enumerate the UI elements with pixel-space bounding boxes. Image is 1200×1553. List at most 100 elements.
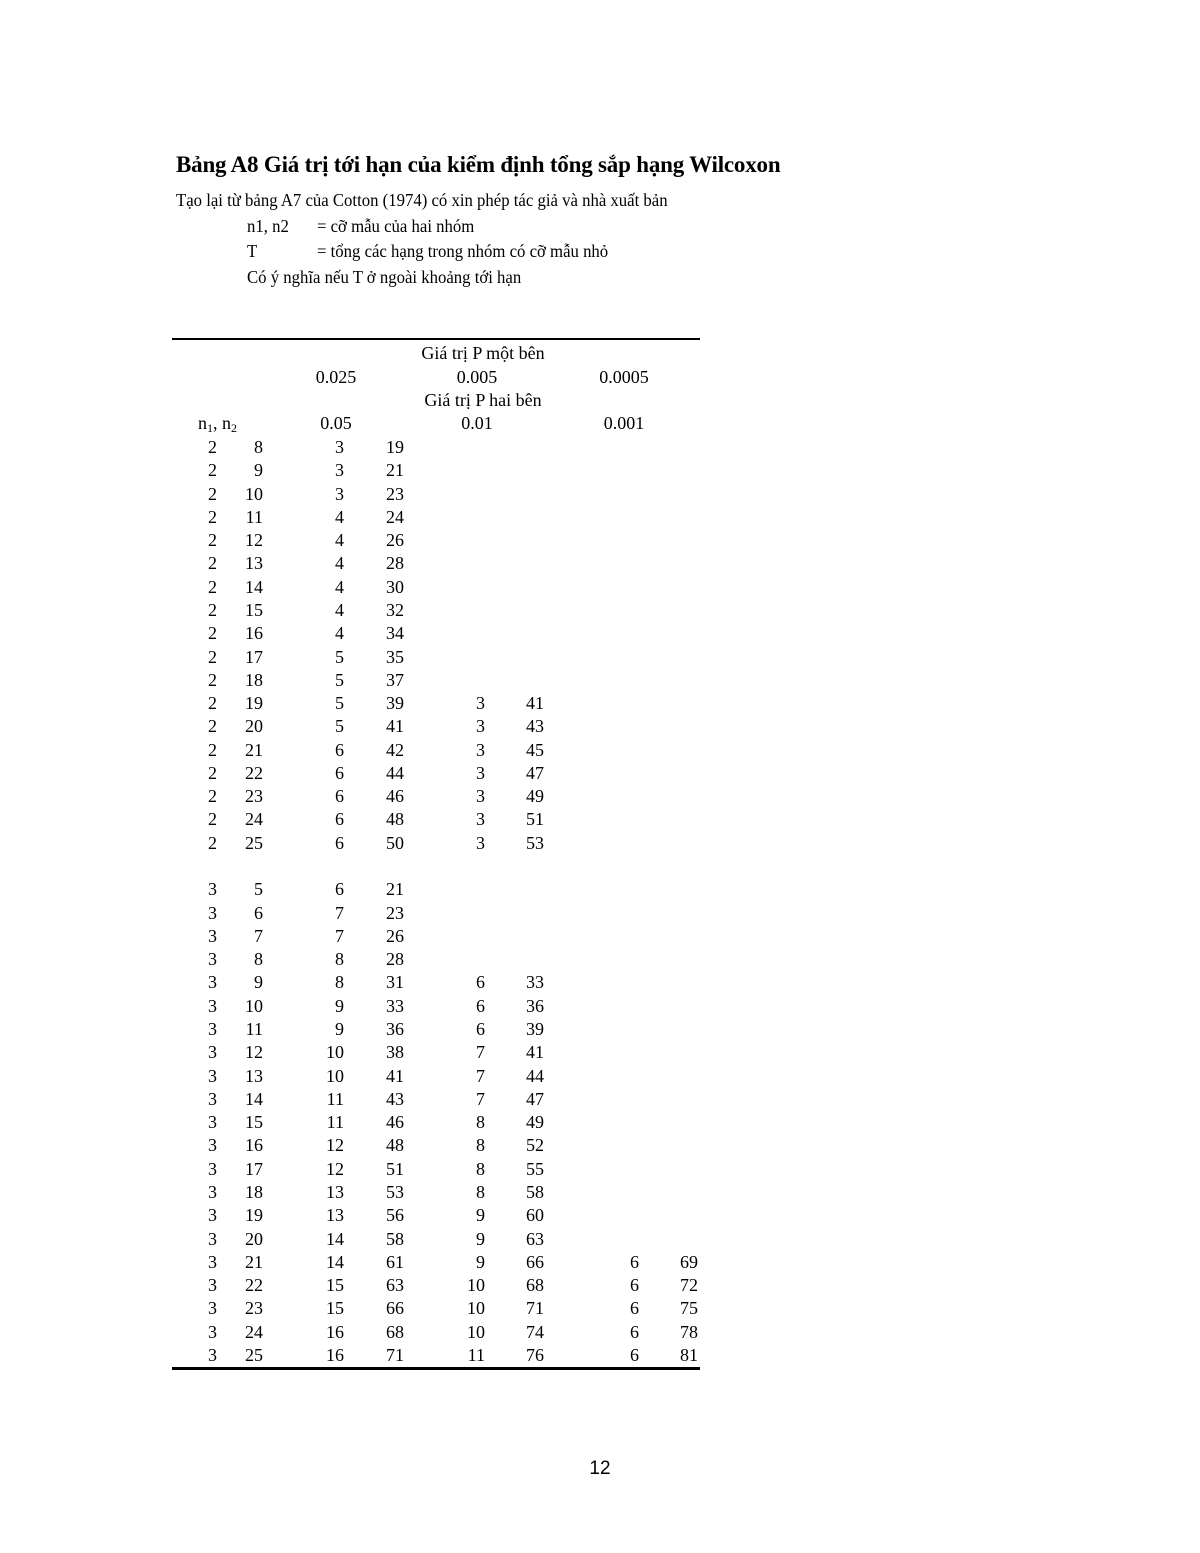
cell-upper-005: 63	[386, 1275, 404, 1296]
cell-n1: 3	[208, 1321, 217, 1342]
cell-n1: 2	[208, 669, 217, 690]
two-sided-p: 0.01	[461, 413, 493, 433]
cell-lower-001: 6	[476, 995, 485, 1016]
cell-n2: 16	[245, 623, 263, 644]
cell-lower-001: 10	[467, 1321, 485, 1342]
cell-n1: 3	[208, 1065, 217, 1086]
cell-upper-001: 49	[526, 1112, 544, 1133]
n-header-sub: 1	[207, 421, 213, 435]
cell-lower-005: 6	[335, 762, 344, 783]
cell-lower-005: 6	[335, 739, 344, 760]
cell-upper-005: 56	[386, 1205, 404, 1226]
cell-n1: 3	[208, 1019, 217, 1039]
cell-upper-0001: 81	[680, 1344, 698, 1365]
cell-upper-005: 42	[386, 739, 404, 760]
cell-n1: 2	[208, 506, 217, 527]
cell-lower-005: 10	[326, 1065, 344, 1086]
cell-upper-005: 36	[386, 1019, 404, 1039]
cell-lower-001: 9	[476, 1251, 485, 1272]
cell-lower-005: 15	[326, 1298, 344, 1319]
n-label: n1, n2	[247, 216, 289, 236]
cell-lower-001: 3	[476, 786, 485, 807]
cell-lower-005: 16	[326, 1344, 344, 1365]
cell-upper-005: 23	[386, 483, 404, 504]
page-number: 12	[589, 1458, 611, 1479]
cell-n1: 2	[208, 437, 217, 457]
cell-upper-001: 53	[526, 832, 544, 853]
cell-lower-0001: 6	[630, 1344, 639, 1365]
cell-n2: 20	[245, 1228, 263, 1249]
cell-n2: 21	[245, 739, 263, 760]
cell-n1: 3	[208, 1228, 217, 1249]
cell-n2: 19	[245, 693, 263, 714]
cell-n2: 18	[245, 669, 263, 690]
cell-n1: 2	[208, 553, 217, 574]
cell-upper-0001: 75	[680, 1298, 698, 1319]
one-sided-p: 0.0005	[599, 367, 649, 387]
cell-upper-005: 71	[386, 1344, 404, 1365]
cell-lower-001: 3	[476, 832, 485, 853]
cell-lower-001: 3	[476, 693, 485, 714]
cell-upper-001: 52	[526, 1135, 544, 1156]
cell-upper-001: 66	[526, 1251, 544, 1272]
cell-n2: 14	[245, 576, 263, 597]
cell-upper-001: 47	[526, 1088, 544, 1109]
cell-lower-005: 4	[335, 599, 344, 620]
cell-upper-0001: 69	[680, 1251, 698, 1272]
cell-upper-005: 61	[386, 1251, 404, 1272]
cell-upper-005: 41	[386, 716, 404, 737]
cell-lower-001: 10	[467, 1275, 485, 1296]
cell-lower-005: 13	[326, 1205, 344, 1226]
cell-n2: 15	[245, 599, 263, 620]
cell-n2: 7	[254, 925, 263, 946]
cell-upper-005: 48	[386, 1135, 404, 1156]
cell-n2: 24	[245, 1321, 263, 1342]
cell-lower-005: 14	[326, 1251, 344, 1272]
cell-n1: 2	[208, 809, 217, 830]
cell-n1: 2	[208, 576, 217, 597]
cell-n2: 8	[254, 437, 263, 457]
cell-upper-0001: 78	[680, 1321, 698, 1342]
cell-lower-001: 6	[476, 972, 485, 993]
cell-lower-005: 8	[335, 949, 344, 970]
cell-n2: 25	[245, 1344, 263, 1365]
cell-lower-001: 3	[476, 739, 485, 760]
table-bottom-rule	[172, 1367, 700, 1370]
cell-n2: 24	[245, 809, 263, 830]
cell-upper-001: 63	[526, 1228, 544, 1249]
cell-n2: 17	[245, 646, 263, 667]
significance-note: Có ý nghĩa nếu T ở ngoài khoảng tới hạn	[247, 267, 522, 287]
cell-n2: 25	[245, 832, 263, 853]
cell-upper-005: 24	[386, 506, 404, 527]
cell-upper-001: 47	[526, 762, 544, 783]
cell-upper-005: 21	[386, 460, 404, 481]
cell-lower-005: 15	[326, 1275, 344, 1296]
cell-n2: 13	[245, 553, 263, 574]
cell-upper-005: 51	[386, 1158, 404, 1179]
cell-lower-001: 9	[476, 1205, 485, 1226]
cell-n1: 3	[208, 1042, 217, 1063]
cell-lower-005: 6	[335, 786, 344, 807]
cell-n1: 3	[208, 972, 217, 993]
cell-lower-005: 13	[326, 1181, 344, 1202]
cell-lower-0001: 6	[630, 1275, 639, 1296]
cell-n1: 3	[208, 1158, 217, 1179]
two-sided-p: 0.05	[320, 413, 352, 433]
cell-lower-005: 6	[335, 879, 344, 900]
cell-lower-001: 8	[476, 1158, 485, 1179]
cell-n2: 20	[245, 716, 263, 737]
cell-lower-005: 8	[335, 972, 344, 993]
cell-lower-005: 4	[335, 576, 344, 597]
cell-n1: 2	[208, 599, 217, 620]
cell-n1: 3	[208, 1181, 217, 1202]
one-sided-label: Giá trị P một bên	[421, 343, 545, 363]
cell-upper-005: 26	[386, 530, 404, 551]
cell-upper-001: 41	[526, 1042, 544, 1063]
cell-lower-001: 7	[476, 1065, 485, 1086]
two-sided-p: 0.001	[603, 413, 645, 433]
cell-lower-005: 7	[335, 902, 344, 923]
cell-upper-005: 28	[386, 949, 404, 970]
cell-n1: 2	[208, 646, 217, 667]
cell-lower-005: 3	[335, 437, 344, 457]
cell-upper-001: 58	[526, 1181, 544, 1202]
